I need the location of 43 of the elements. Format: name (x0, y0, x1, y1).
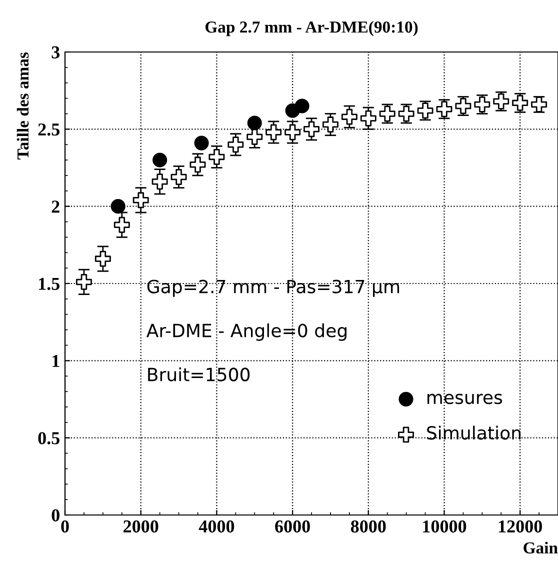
x-axis-title: Gain (524, 542, 558, 554)
point (294, 98, 310, 114)
x-tick-label: 10000 (423, 520, 466, 533)
point (247, 116, 262, 130)
point (266, 124, 282, 140)
x-tick-label: 2000 (124, 520, 158, 533)
point (94, 250, 111, 267)
y-tick-label: 0.5 (38, 432, 60, 444)
chart-title: Gap 2.7 mm - Ar-DME(90:10) (205, 20, 418, 36)
y-tick-label: 3 (52, 46, 60, 58)
x-tick-label: 0 (61, 520, 69, 533)
point (152, 152, 168, 168)
x-tick-label: 4000 (198, 520, 234, 533)
annotation: Gap=2.7 mm - Pas=317 μm (147, 280, 400, 297)
x-tick-label: 12000 (498, 520, 542, 533)
point (132, 192, 149, 208)
point (322, 116, 338, 133)
point (190, 156, 206, 173)
point (110, 199, 126, 214)
y-tick-label: 2.5 (38, 123, 60, 136)
point (284, 124, 301, 140)
y-tick-label: 1 (52, 355, 60, 367)
point (304, 121, 320, 138)
point (208, 148, 225, 165)
point (341, 108, 358, 125)
y-axis-title: Taille des amas (16, 52, 29, 160)
point (152, 174, 168, 190)
point (360, 110, 376, 126)
point (246, 128, 263, 145)
point (76, 274, 92, 290)
point (114, 216, 130, 233)
y-tick-label: 0 (52, 509, 60, 522)
y-tick-label: 1.5 (39, 278, 60, 290)
annotation: Ar-DME - Angle=0 deg (146, 323, 346, 341)
y-tick-label: 2 (52, 200, 60, 213)
legend-label: mesures (427, 394, 502, 404)
point (228, 136, 244, 153)
point (170, 169, 187, 185)
point (194, 136, 209, 150)
legend-label: Simulation (427, 426, 520, 440)
annotation: Bruit=1500 (148, 367, 250, 382)
x-tick-label: 6000 (275, 520, 310, 533)
x-tick-label: 8000 (350, 520, 386, 533)
